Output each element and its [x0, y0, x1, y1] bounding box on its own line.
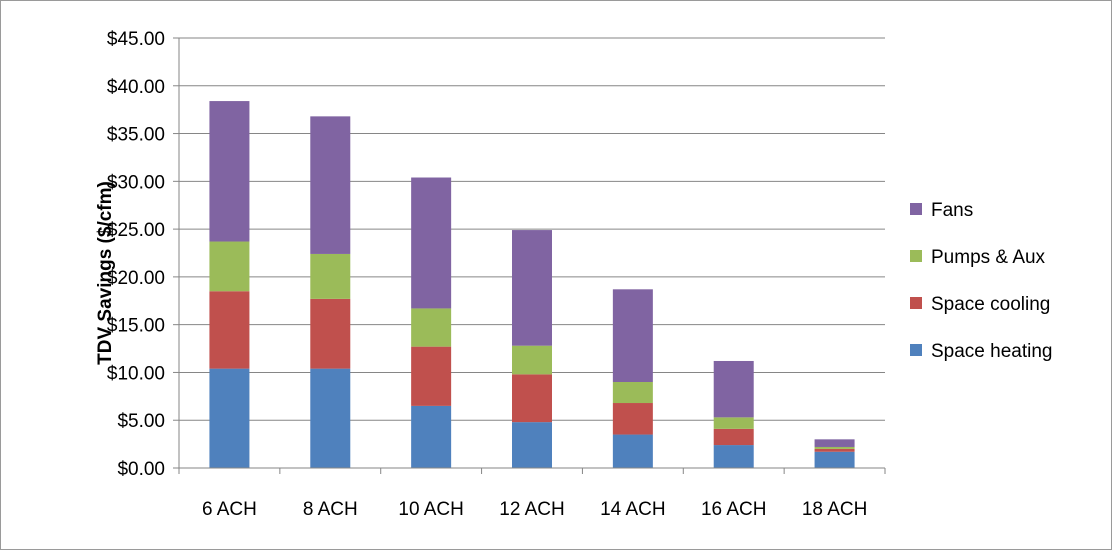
- bar-pumps-aux-8-ach: [310, 254, 350, 299]
- legend-swatch-fans: [910, 203, 922, 215]
- bar-space-heating-8-ach: [310, 369, 350, 468]
- bar-space-heating-16-ach: [714, 445, 754, 468]
- legend-label-pumps-aux: Pumps & Aux: [931, 247, 1046, 268]
- y-axis-ticks: $0.00$5.00$10.00$15.00$20.00$25.00$30.00…: [107, 29, 179, 480]
- bar-fans-16-ach: [714, 361, 754, 417]
- legend-swatch-space-heating: [910, 344, 922, 356]
- bar-space-heating-14-ach: [613, 435, 653, 468]
- bar-space-heating-6-ach: [209, 369, 249, 468]
- x-tick-label: 12 ACH: [499, 499, 564, 520]
- bar-space-heating-18-ach: [815, 452, 855, 468]
- bar-space-cooling-18-ach: [815, 449, 855, 452]
- bar-space-cooling-14-ach: [613, 403, 653, 435]
- x-tick-label: 18 ACH: [802, 499, 867, 520]
- legend-label-space-heating: Space heating: [931, 341, 1053, 362]
- x-tick-label: 16 ACH: [701, 499, 766, 520]
- legend-label-fans: Fans: [931, 200, 973, 221]
- bar-pumps-aux-16-ach: [714, 417, 754, 428]
- bar-space-heating-12-ach: [512, 422, 552, 468]
- y-tick-label: $35.00: [107, 125, 165, 146]
- y-tick-label: $45.00: [107, 29, 165, 50]
- bar-space-heating-10-ach: [411, 406, 451, 468]
- x-tick-label: 6 ACH: [202, 499, 257, 520]
- bar-space-cooling-6-ach: [209, 291, 249, 368]
- bars: [209, 101, 854, 468]
- x-tick-label: 8 ACH: [303, 499, 358, 520]
- x-axis-ticks: 6 ACH 8 ACH 10 ACH 12 ACH 14 ACH 16 ACH 18 ACH: [179, 468, 885, 520]
- bar-space-cooling-12-ach: [512, 374, 552, 422]
- bar-pumps-aux-10-ach: [411, 308, 451, 346]
- bar-space-cooling-8-ach: [310, 299, 350, 369]
- y-tick-label: $10.00: [107, 363, 165, 384]
- y-axis-label: TDV Savings ($/cfm): [95, 181, 116, 365]
- y-tick-label: $0.00: [117, 459, 165, 480]
- bar-pumps-aux-12-ach: [512, 346, 552, 375]
- bar-space-cooling-10-ach: [411, 347, 451, 406]
- x-tick-label: 14 ACH: [600, 499, 665, 520]
- y-tick-label: $5.00: [117, 411, 165, 432]
- bar-pumps-aux-18-ach: [815, 447, 855, 449]
- y-tick-label: $40.00: [107, 77, 165, 98]
- bar-space-cooling-16-ach: [714, 429, 754, 445]
- x-tick-label: 10 ACH: [398, 499, 463, 520]
- legend-swatch-space-cooling: [910, 297, 922, 309]
- legend-swatch-pumps-aux: [910, 250, 922, 262]
- bar-fans-12-ach: [512, 230, 552, 346]
- bar-fans-10-ach: [411, 178, 451, 309]
- bar-fans-6-ach: [209, 101, 249, 241]
- legend: Fans Pumps & Aux Space cooling Space heatin…: [910, 200, 1053, 362]
- legend-label-space-cooling: Space cooling: [931, 294, 1050, 315]
- bar-fans-14-ach: [613, 289, 653, 382]
- bar-pumps-aux-6-ach: [209, 242, 249, 292]
- bar-pumps-aux-14-ach: [613, 382, 653, 403]
- bar-fans-18-ach: [815, 439, 855, 447]
- bar-fans-8-ach: [310, 116, 350, 254]
